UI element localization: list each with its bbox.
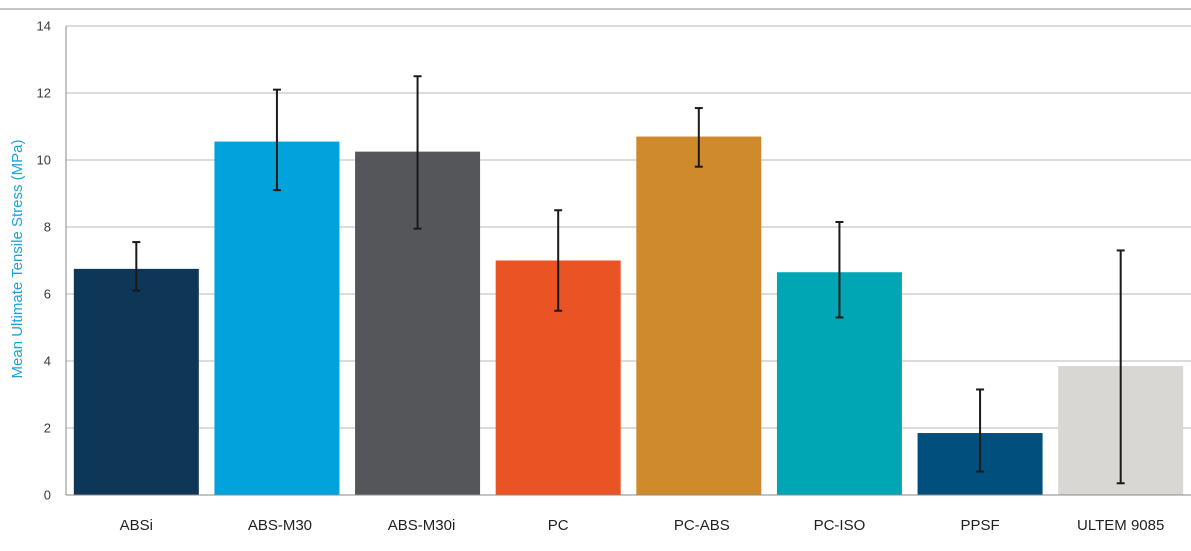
error-bar-layer: [132, 75, 1125, 485]
y-tick-label: 6: [44, 287, 51, 302]
y-tick-label: 0: [44, 488, 51, 503]
y-tick-label: 4: [44, 354, 51, 369]
x-category-label: PC-ISO: [814, 517, 866, 534]
x-category-label: ULTEM 9085: [1077, 517, 1164, 534]
x-category-label: ABSi: [120, 517, 153, 534]
y-tick-label: 14: [37, 19, 51, 34]
x-category-label: ABS-M30: [248, 517, 312, 534]
axis-layer: [65, 26, 1191, 496]
label-layer: 0 2 4 6 8 10 12 14 ABSi ABS-M30 ABS-M30i PC PC-ABS PC…: [37, 19, 1165, 535]
x-category-label: PC: [548, 517, 569, 534]
x-category-label: PPSF: [960, 517, 999, 534]
y-axis-title: Mean Ultimate Tensile Stress (MPa): [9, 140, 26, 379]
bar-layer: [73, 136, 1184, 496]
y-tick-label: 10: [37, 153, 51, 168]
bar-pc-abs: [636, 136, 762, 496]
x-category-label: PC-ABS: [674, 517, 730, 534]
y-tick-label: 12: [37, 86, 51, 101]
y-tick-label: 8: [44, 220, 51, 235]
y-tick-label: 2: [44, 421, 51, 436]
bar-absi: [73, 268, 199, 495]
x-category-label: ABS-M30i: [388, 517, 456, 534]
bar-abs-m30: [214, 141, 340, 495]
